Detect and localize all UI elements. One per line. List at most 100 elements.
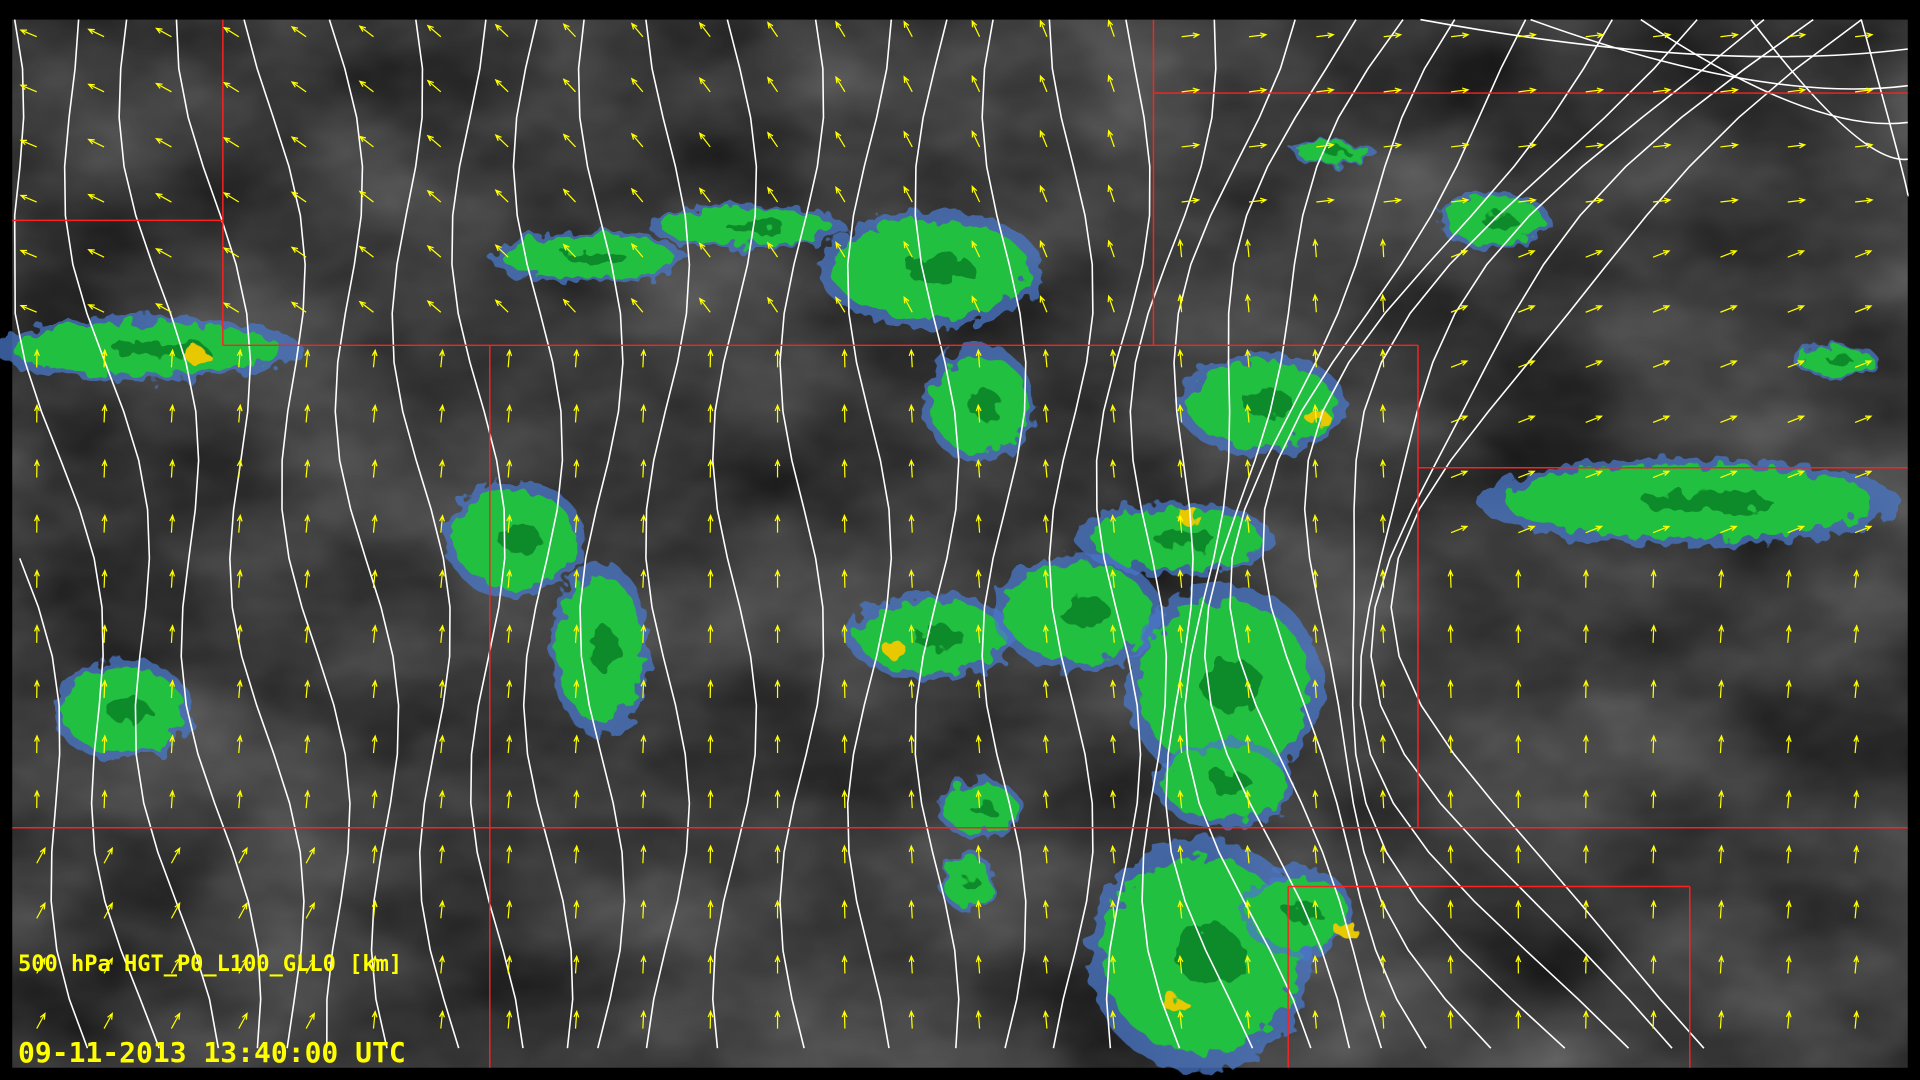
radar-echo-strong [961,874,979,889]
wind-arrow [222,247,240,258]
wind-arrow [290,191,307,203]
wind-arrow [371,348,378,368]
wind-arrow [1785,899,1792,919]
wind-arrow [908,954,915,974]
wind-arrow [971,295,981,313]
wind-arrow [1177,238,1184,258]
radar-echo-strong [725,221,786,233]
wind-arrow [238,1012,248,1029]
wind-arrow [358,300,374,313]
radar-echo-strong [1175,925,1245,985]
wind-arrow [222,192,240,203]
wind-arrow [506,569,513,588]
wind-arrow [562,243,576,258]
wind-arrow [573,348,580,368]
wind-arrow [101,403,108,423]
wind-arrow [1380,293,1386,313]
wind-arrow [169,568,176,588]
wind-arrow [1042,403,1049,423]
wind-arrow [358,245,374,258]
wind-arrow [170,846,181,864]
wind-arrow [358,135,374,148]
radar-echo-strong [1242,391,1295,417]
wind-arrow [170,1012,181,1029]
height-contour [1048,19,1094,1049]
wind-arrow [1720,142,1739,149]
wind-arrow [1248,142,1268,149]
wind-arrow [305,957,316,974]
wind-arrow [1785,789,1792,809]
wind-arrow [19,194,37,203]
wind-arrow [841,954,848,974]
wind-arrow [1585,32,1605,39]
wind-arrow [562,298,576,313]
wind-arrow [101,513,108,533]
wind-arrow [222,26,240,38]
wind-arrow [1652,142,1672,149]
wind-arrow [1380,1009,1386,1029]
wind-arrow [908,458,915,478]
wind-arrow [841,348,848,368]
wind-arrow [1447,844,1454,864]
wind-arrow [358,25,374,38]
wind-arrow [908,513,915,533]
radar-echo-strong [589,626,620,672]
wind-arrow [1785,679,1792,699]
wind-arrow [1582,789,1589,809]
wind-arrow [774,899,781,919]
height-contour [328,19,400,1049]
wind-arrow [439,789,445,809]
wind-arrow [1107,239,1115,258]
wind-arrow [87,83,105,93]
wind-arrow [1585,360,1604,368]
wind-arrow [903,75,913,93]
wind-arrow [1650,624,1657,643]
wind-arrow [1380,899,1386,919]
wind-arrow [975,624,982,643]
wind-arrow [426,300,442,313]
wind-arrow [573,513,580,533]
wind-arrow [1110,569,1117,588]
wind-arrow [630,77,644,93]
wind-arrow [1244,293,1251,313]
wind-arrow [1787,360,1806,368]
wind-arrow [1582,734,1589,754]
wind-arrow [1312,513,1319,533]
wind-arrow [304,458,311,478]
wind-arrow [1244,789,1251,809]
wind-arrow [908,569,915,588]
wind-arrow [304,789,311,809]
wind-arrow [766,21,779,38]
wind-arrow [1110,403,1117,423]
wind-arrow [975,569,982,588]
wind-arrow [506,899,513,919]
wind-arrow [494,189,509,203]
wind-arrow [1515,844,1522,864]
wind-arrow [19,305,37,313]
wind-arrow [290,26,307,38]
wind-arrow [1244,624,1251,643]
wind-arrow [1039,184,1048,203]
wind-arrow [33,679,40,698]
wind-arrow [1447,899,1454,919]
wind-arrow [33,403,40,423]
wind-arrow [1177,844,1184,864]
wind-arrow [908,734,915,754]
height-contour [1203,19,1404,1049]
wind-arrow [903,295,913,313]
wind-arrow [1447,1009,1454,1029]
wind-arrow [439,899,445,919]
wind-arrow [1585,305,1604,313]
wind-arrow [630,242,644,258]
wind-arrow [1042,789,1049,809]
wind-arrow [1787,415,1806,424]
wind-arrow [640,348,647,368]
wind-arrow [371,844,378,864]
wind-arrow [439,624,445,643]
wind-arrow [975,899,982,919]
wind-arrow [101,734,108,754]
wind-arrow [1042,569,1049,588]
wind-arrow [1650,569,1657,588]
wind-arrow [573,679,580,699]
